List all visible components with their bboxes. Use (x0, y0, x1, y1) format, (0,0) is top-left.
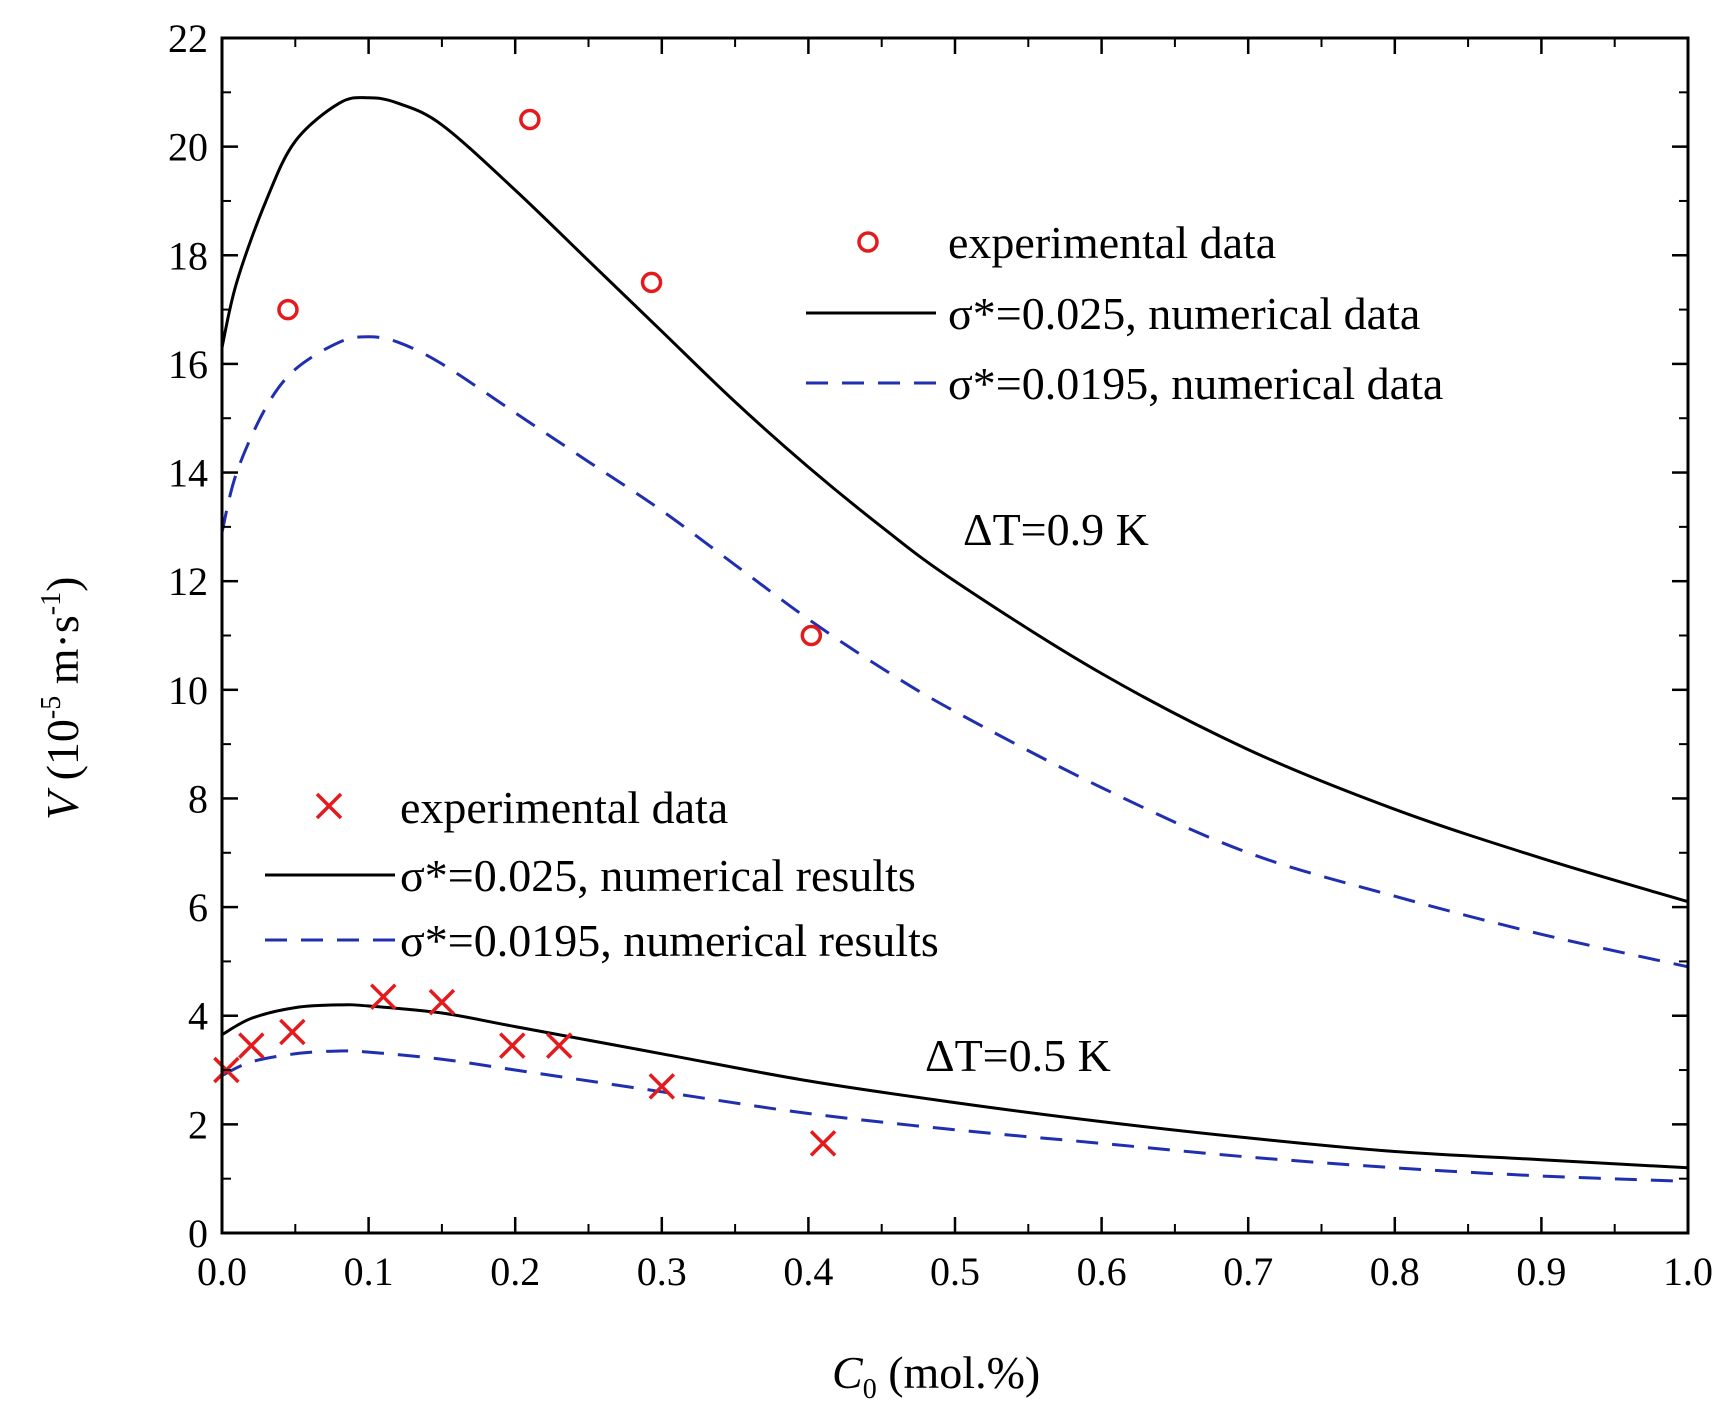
dashed-series-line-1 (220, 335, 1689, 969)
data-point-cross (279, 1018, 306, 1046)
y-tick-label: 2 (188, 1102, 208, 1147)
y-axis-title-post: ) (37, 577, 88, 592)
legend-dt09-label-solid: σ*=0.025, numerical data (948, 288, 1420, 339)
x-tick-label: 0.1 (344, 1249, 394, 1294)
data-point-circle (277, 298, 299, 321)
data-point-cross (370, 983, 397, 1010)
tick-marks (220, 36, 1690, 1235)
legend-dt05: experimental data σ*=0.025, numerical re… (265, 782, 939, 966)
dashed-series-line-3 (221, 1049, 1689, 1183)
x-axis-title-main: C (832, 1347, 864, 1398)
x-tick-label: 0.2 (490, 1249, 540, 1294)
data-point-cross (648, 1073, 676, 1100)
data-point-cross (238, 1032, 265, 1059)
legend-dt05-label-exp: experimental data (400, 782, 728, 833)
x-axis-title: C0 (mol.%) (832, 1347, 1040, 1405)
legend-dt09: experimental data σ*=0.025, numerical da… (806, 217, 1443, 409)
x-tick-label: 0.7 (1223, 1249, 1273, 1294)
y-axis-title-pre: (10 (37, 719, 88, 792)
x-tick-label: 0.9 (1516, 1249, 1566, 1294)
data-point-cross (545, 1032, 573, 1059)
y-tick-label: 22 (168, 16, 208, 61)
y-axis-title-exp2: -1 (36, 592, 67, 615)
data-point-cross (809, 1130, 837, 1157)
y-tick-label: 16 (168, 342, 208, 387)
data-point-circle (519, 108, 541, 131)
x-tick-label: 1.0 (1663, 1249, 1713, 1294)
y-tick-label: 8 (188, 776, 208, 821)
y-tick-label: 20 (168, 125, 208, 170)
x-tick-label: 0.6 (1077, 1249, 1127, 1294)
y-axis-title-main: V (37, 787, 88, 820)
data-point-cross (428, 988, 456, 1016)
data-point-circle (800, 624, 823, 647)
data-point-cross (499, 1032, 526, 1059)
y-tick-label: 10 (168, 668, 208, 713)
y-tick-label: 6 (188, 885, 208, 930)
legend-dt09-label-dashed: σ*=0.0195, numerical data (948, 358, 1443, 409)
y-axis-title-exp1: -5 (36, 696, 67, 719)
y-tick-label: 4 (188, 994, 208, 1039)
solid-series-line-0 (220, 96, 1689, 904)
legend-circle-marker (857, 231, 879, 253)
x-tick-label: 0.5 (930, 1249, 980, 1294)
legend-dt05-label-dashed: σ*=0.0195, numerical results (400, 915, 939, 966)
y-axis-title: V (10-5 m·s-1) (36, 577, 88, 820)
x-tick-label: 0.3 (637, 1249, 687, 1294)
y-tick-label: 18 (168, 233, 208, 278)
annotation-dt05: ΔT=0.5 K (925, 1030, 1111, 1081)
x-tick-label: 0.8 (1370, 1249, 1420, 1294)
annotation-dt09: ΔT=0.9 K (963, 504, 1149, 555)
y-tick-label: 14 (168, 451, 208, 496)
data-point-circle (640, 271, 663, 294)
legend-dt09-label-exp: experimental data (948, 217, 1276, 268)
legend-dt05-label-solid: σ*=0.025, numerical results (400, 850, 916, 901)
y-axis-title-mid: m·s (37, 615, 88, 696)
tick-labels: 0.0 0.1 0.2 0.3 0.4 0.5 0.6 0.7 0.8 0.9 1.0 0 2 4 6 8 10… (168, 16, 1713, 1294)
x-tick-label: 0.4 (783, 1249, 833, 1294)
y-tick-label: 12 (168, 559, 208, 604)
solid-series-line-2 (221, 1003, 1689, 1170)
x-tick-label: 0.0 (197, 1249, 247, 1294)
x-axis-title-sub: 0 (863, 1374, 877, 1405)
y-tick-label: 0 (188, 1211, 208, 1256)
x-axis-title-rest: (mol.%) (877, 1347, 1041, 1398)
plot-area (213, 96, 1689, 1183)
legend-cross-marker (315, 792, 343, 820)
